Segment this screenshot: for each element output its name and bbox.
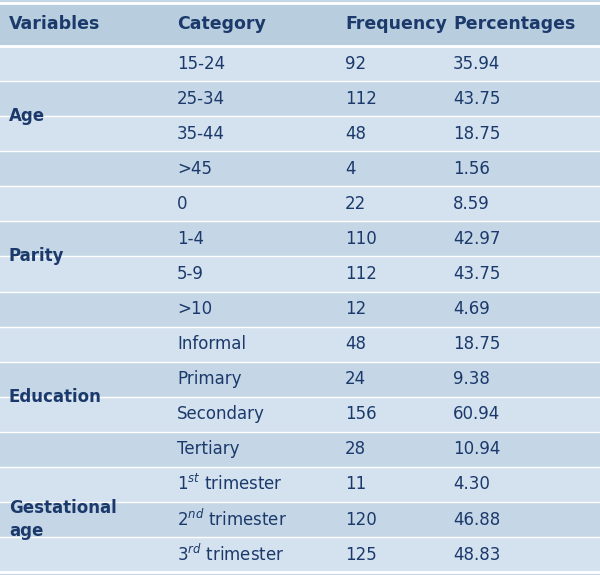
Bar <box>0 116 600 151</box>
Text: 25-34: 25-34 <box>177 90 225 108</box>
Text: Frequency: Frequency <box>345 16 447 33</box>
Text: 48: 48 <box>345 125 366 143</box>
Text: >45: >45 <box>177 160 212 178</box>
Text: Education: Education <box>9 388 102 406</box>
Text: 5-9: 5-9 <box>177 265 204 283</box>
Text: 120: 120 <box>345 511 377 528</box>
Text: 1.56: 1.56 <box>453 160 490 178</box>
Bar <box>0 3 600 46</box>
Text: 4: 4 <box>345 160 355 178</box>
Text: 24: 24 <box>345 370 366 388</box>
Text: Age: Age <box>9 107 45 125</box>
Text: 112: 112 <box>345 90 377 108</box>
Text: Category: Category <box>177 16 266 33</box>
Text: 110: 110 <box>345 230 377 248</box>
Text: 43.75: 43.75 <box>453 90 500 108</box>
Bar <box>0 432 600 467</box>
Text: 48.83: 48.83 <box>453 546 500 564</box>
Text: 18.75: 18.75 <box>453 335 500 353</box>
Text: 0: 0 <box>177 195 187 213</box>
Bar <box>0 292 600 327</box>
Bar <box>0 81 600 116</box>
Text: 92: 92 <box>345 55 366 72</box>
Bar <box>0 397 600 432</box>
Bar <box>0 362 600 397</box>
Text: 112: 112 <box>345 265 377 283</box>
Text: 10.94: 10.94 <box>453 440 500 458</box>
Text: Secondary: Secondary <box>177 405 265 423</box>
Text: 22: 22 <box>345 195 366 213</box>
Text: 1-4: 1-4 <box>177 230 204 248</box>
Text: 35.94: 35.94 <box>453 55 500 72</box>
Text: Tertiary: Tertiary <box>177 440 239 458</box>
Text: 11: 11 <box>345 476 366 493</box>
Text: Informal: Informal <box>177 335 246 353</box>
Text: 43.75: 43.75 <box>453 265 500 283</box>
Text: 4.30: 4.30 <box>453 476 490 493</box>
Text: Percentages: Percentages <box>453 16 575 33</box>
Text: 156: 156 <box>345 405 377 423</box>
Bar <box>0 537 600 572</box>
Bar <box>0 151 600 186</box>
Text: 48: 48 <box>345 335 366 353</box>
Text: 1$^{st}$ trimester: 1$^{st}$ trimester <box>177 474 283 494</box>
Text: 60.94: 60.94 <box>453 405 500 423</box>
Bar <box>0 327 600 362</box>
Text: 2$^{nd}$ trimester: 2$^{nd}$ trimester <box>177 509 287 530</box>
Text: 46.88: 46.88 <box>453 511 500 528</box>
Text: 9.38: 9.38 <box>453 370 490 388</box>
Text: 125: 125 <box>345 546 377 564</box>
Text: 12: 12 <box>345 300 366 318</box>
Bar <box>0 186 600 221</box>
Text: 4.69: 4.69 <box>453 300 490 318</box>
Text: Primary: Primary <box>177 370 241 388</box>
Bar <box>0 46 600 81</box>
Text: Variables: Variables <box>9 16 100 33</box>
Bar <box>0 256 600 292</box>
Text: 8.59: 8.59 <box>453 195 490 213</box>
Text: Parity: Parity <box>9 247 65 266</box>
Text: Gestational
age: Gestational age <box>9 500 117 539</box>
Text: 42.97: 42.97 <box>453 230 500 248</box>
Bar <box>0 502 600 537</box>
Bar <box>0 221 600 256</box>
Text: 15-24: 15-24 <box>177 55 225 72</box>
Text: 3$^{rd}$ trimester: 3$^{rd}$ trimester <box>177 544 284 565</box>
Bar <box>0 467 600 502</box>
Text: 35-44: 35-44 <box>177 125 225 143</box>
Text: 28: 28 <box>345 440 366 458</box>
Text: >10: >10 <box>177 300 212 318</box>
Text: 18.75: 18.75 <box>453 125 500 143</box>
